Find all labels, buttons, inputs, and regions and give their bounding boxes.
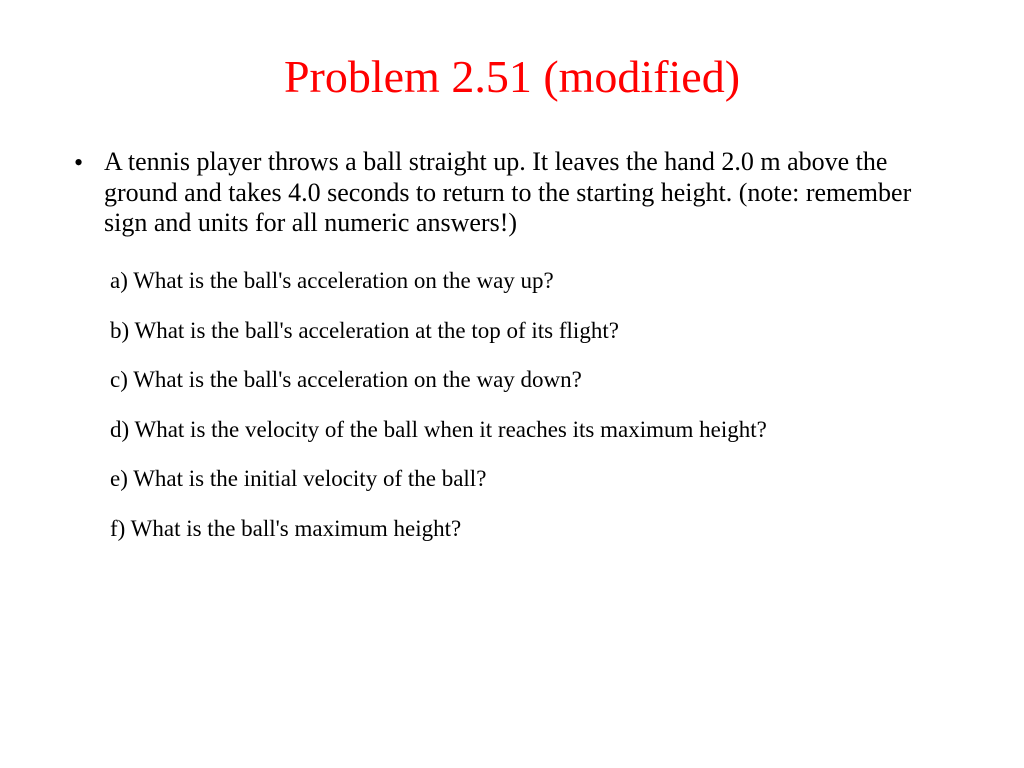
- list-item: a) What is the ball's acceleration on th…: [110, 267, 954, 295]
- list-item: c) What is the ball's acceleration on th…: [110, 366, 954, 394]
- bullet-icon: •: [70, 147, 104, 178]
- list-item: b) What is the ball's acceleration at th…: [110, 317, 954, 345]
- intro-text: A tennis player throws a ball straight u…: [104, 147, 954, 239]
- intro-row: • A tennis player throws a ball straight…: [70, 147, 954, 239]
- list-item: e) What is the initial velocity of the b…: [110, 465, 954, 493]
- slide-title: Problem 2.51 (modified): [70, 50, 954, 103]
- list-item: f) What is the ball's maximum height?: [110, 515, 954, 543]
- subitems-list: a) What is the ball's acceleration on th…: [70, 267, 954, 543]
- slide: Problem 2.51 (modified) • A tennis playe…: [0, 0, 1024, 768]
- list-item: d) What is the velocity of the ball when…: [110, 416, 954, 444]
